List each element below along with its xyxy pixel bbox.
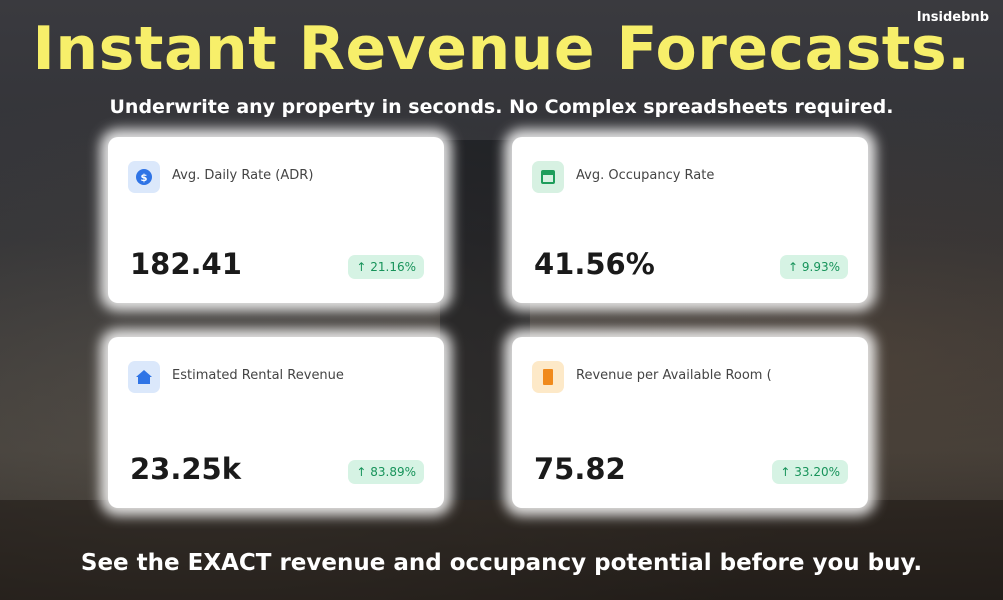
metric-value: 41.56% [534,247,655,281]
metric-label: Avg. Occupancy Rate [576,168,715,183]
metric-value: 75.82 [534,452,626,486]
icon [532,361,564,393]
metric-change: ↑ 21.16% [348,255,424,279]
metric-label: Revenue per Available Room ( [576,368,772,383]
title: Instant Revenue Forecasts. [32,14,971,84]
svg-text:$: $ [141,173,148,184]
icon [128,361,160,393]
icon [532,161,564,193]
brand: Insidebnb [916,10,989,25]
subtitle: Underwrite any property in seconds. No C… [109,96,894,118]
footer: See the EXACT revenue and occupancy pote… [80,550,923,576]
floor [0,500,1003,600]
metric-change: ↑ 9.93% [780,255,848,279]
metric-value: 182.41 [130,247,242,281]
icon: $ [128,161,160,193]
metric-change: ↑ 33.20% [772,460,848,484]
metric-card: $ Avg. Daily Rate (ADR) 182.41 ↑ 21.16% [108,137,444,303]
metric-label: Estimated Rental Revenue [172,368,344,383]
metric-card: Avg. Occupancy Rate 41.56% ↑ 9.93% [512,137,868,303]
metric-change: ↑ 83.89% [348,460,424,484]
metric-label: Avg. Daily Rate (ADR) [172,168,314,183]
metric-card: Estimated Rental Revenue 23.25k ↑ 83.89% [108,337,444,508]
metric-value: 23.25k [130,452,242,486]
metric-card: Revenue per Available Room ( 75.82 ↑ 33.… [512,337,868,508]
